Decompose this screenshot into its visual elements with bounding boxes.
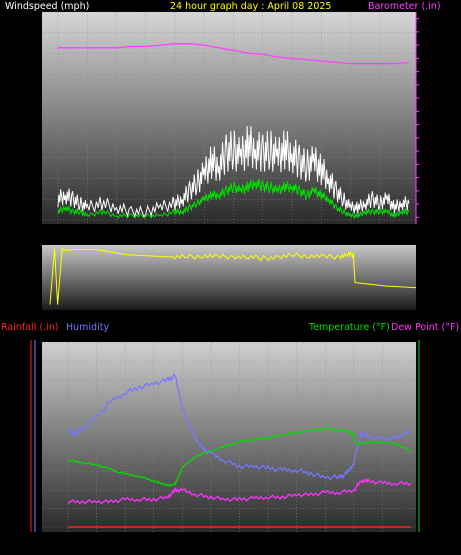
bottom-series bbox=[67, 373, 412, 528]
humidity-line bbox=[67, 373, 412, 481]
humidity-axis-label: Humidity bbox=[66, 322, 109, 333]
windspeed-line bbox=[57, 178, 410, 220]
barometer-line bbox=[58, 43, 410, 65]
temperature-axis-label: Temperature (°F) bbox=[308, 322, 390, 333]
direction-plot-area bbox=[42, 245, 416, 310]
top-grid bbox=[42, 11, 416, 224]
bottom-panel: Rainfall (.in) Humidity Temperature (°F)… bbox=[1, 322, 459, 532]
dewpoint-axis-label: Dew Point (°F) bbox=[391, 322, 459, 333]
rainfall-axis-label: Rainfall (.in) bbox=[1, 322, 58, 333]
bottom-grid bbox=[42, 342, 416, 532]
barometer-axis-label: Barometer (.in) bbox=[368, 1, 441, 12]
top-series bbox=[57, 43, 410, 220]
temperature-line bbox=[67, 427, 412, 487]
direction-panel bbox=[42, 245, 417, 310]
gust-line bbox=[57, 126, 410, 219]
top-panel: Windspeed (mph) 24 hour graph day : Apri… bbox=[5, 1, 441, 224]
chart-title: 24 hour graph day : April 08 2025 bbox=[170, 1, 331, 12]
direction-line bbox=[49, 247, 417, 305]
dewpoint-line bbox=[67, 477, 412, 505]
direction-series bbox=[49, 247, 417, 305]
windspeed-axis-label: Windspeed (mph) bbox=[5, 1, 89, 12]
top-axis-ticks bbox=[415, 12, 419, 224]
top-plot-area bbox=[42, 12, 416, 224]
